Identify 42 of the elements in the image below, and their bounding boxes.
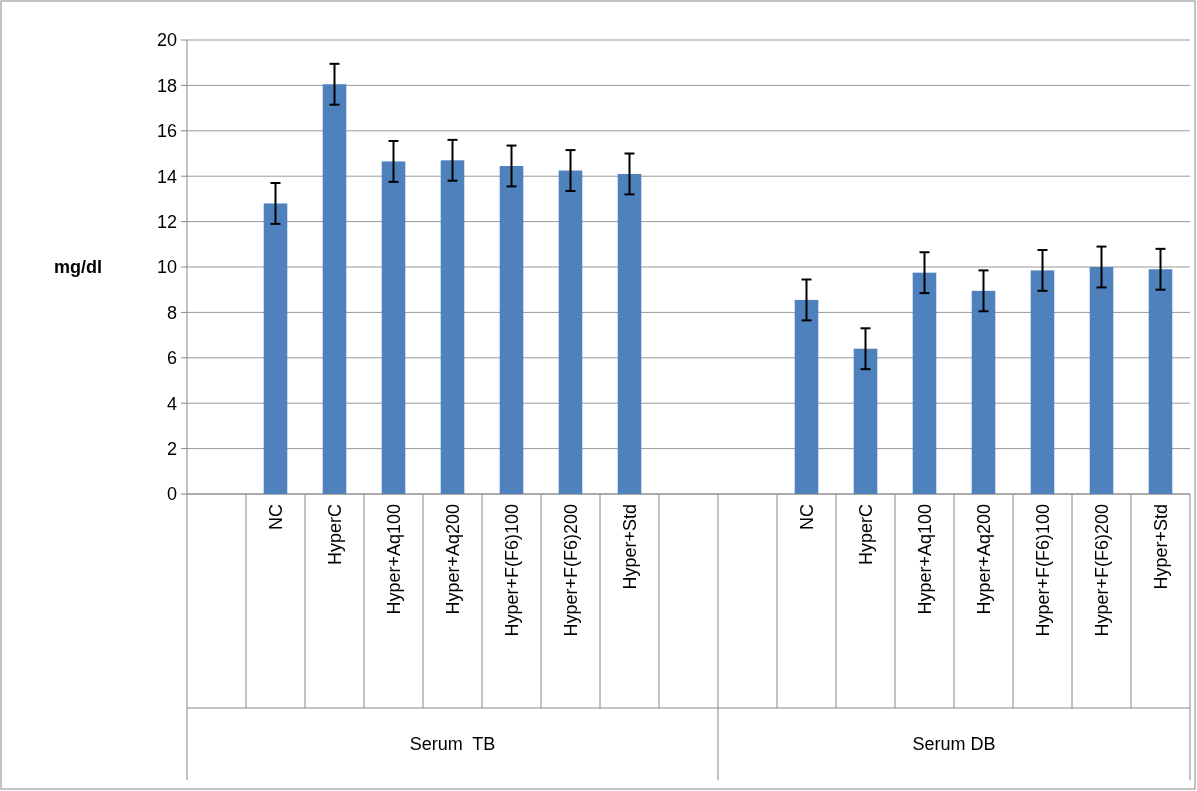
y-tick-label: 0 (166, 484, 177, 505)
y-axis-title: mg/dl (54, 257, 102, 278)
bar (853, 348, 878, 494)
y-tick-label: 6 (166, 348, 177, 369)
y-tick-label: 4 (166, 393, 177, 414)
bar (322, 84, 347, 494)
bar (912, 272, 937, 494)
y-tick-label: 2 (166, 438, 177, 459)
x-tick-label: Hyper+F(F6)100 (501, 504, 522, 637)
text: Serum TB (409, 734, 496, 754)
bar (1030, 270, 1055, 494)
bar (263, 203, 288, 494)
bar (440, 160, 465, 494)
bar (381, 161, 406, 494)
x-tick-label: NC (265, 504, 286, 530)
y-tick-label: 20 (156, 30, 177, 51)
y-tick-label: 14 (156, 166, 177, 187)
y-tick-label: 18 (156, 75, 177, 96)
y-tick-label: 12 (156, 211, 177, 232)
x-tick-label: Hyper+Aq100 (914, 504, 935, 615)
x-tick-label: Hyper+F(F6)200 (1091, 504, 1112, 637)
x-tick-label: Hyper+Aq200 (973, 504, 994, 615)
bar (617, 173, 642, 494)
x-tick-label: Hyper+F(F6)200 (560, 504, 581, 637)
y-tick-label: 8 (166, 302, 177, 323)
x-tick-label: Hyper+Aq100 (383, 504, 404, 615)
bar (794, 299, 819, 494)
x-tick-label: NC (796, 504, 817, 530)
x-tick-label: Hyper+Aq200 (442, 504, 463, 615)
x-tick-label: Hyper+Std (619, 504, 640, 590)
bar (1148, 269, 1173, 494)
text: Serum DB (912, 734, 996, 754)
x-tick-label: Hyper+F(F6)100 (1032, 504, 1053, 637)
x-tick-label: HyperC (855, 504, 876, 566)
y-tick-label: 16 (156, 121, 177, 142)
x-tick-label: HyperC (324, 504, 345, 566)
bar (558, 170, 583, 494)
y-tick-label: 10 (156, 257, 177, 278)
x-tick-label: Hyper+Std (1150, 504, 1171, 590)
bar (971, 290, 996, 494)
bar (1089, 267, 1114, 494)
bar (499, 165, 524, 494)
